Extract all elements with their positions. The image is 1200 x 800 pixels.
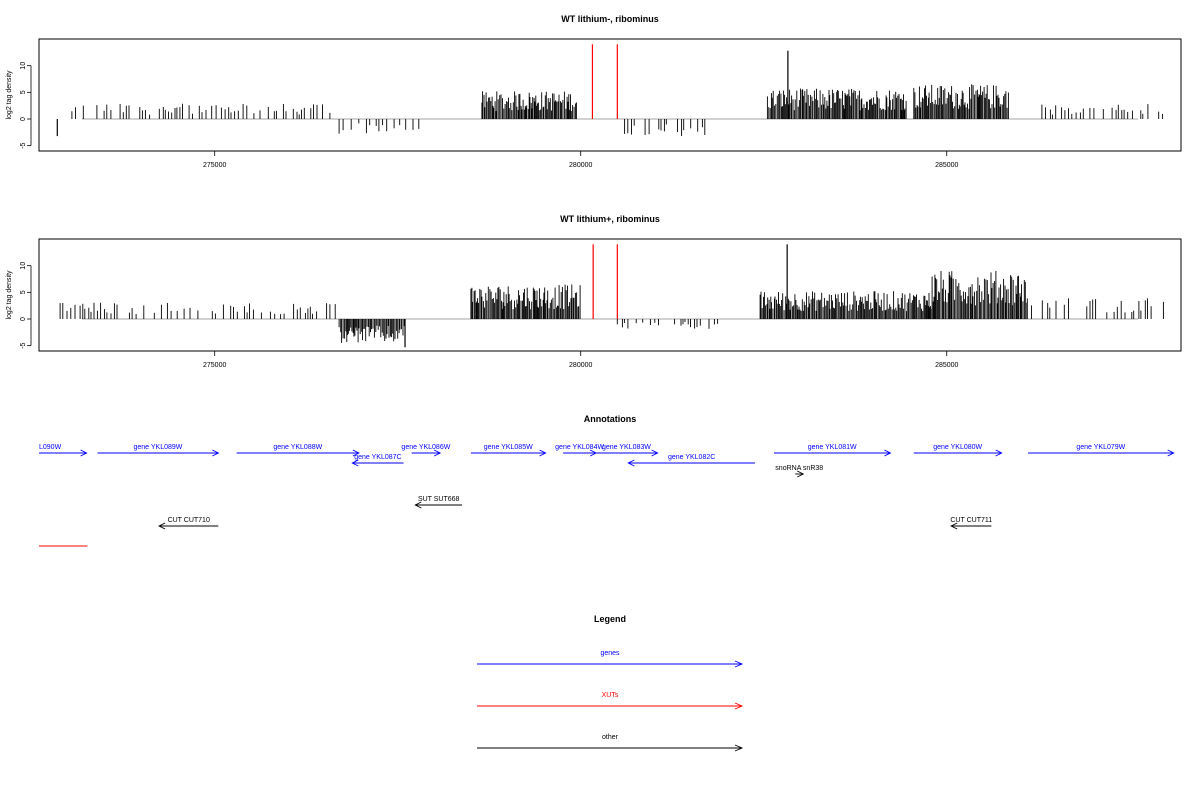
arrow-head [539,449,547,457]
feature-label: gene YKL079W [1076,444,1125,451]
arrow-head [158,522,166,530]
y-tick-label: 10 [20,262,27,270]
annotation-gene: gene YKL083W [595,444,659,457]
x-tick-label: 285000 [935,162,958,169]
legend: Legend genes XUTs other [477,614,744,752]
annotations-panel: Annotations L090W gene YKL089W gene YKL088… [39,414,1175,547]
feature-label: gene YKL080W [933,444,982,451]
annotation-gene: gene YKL082C [627,454,755,467]
arrow-head [351,459,359,467]
arrow-head [80,449,88,457]
legend-item-other: other [477,734,744,752]
y-tick-label: 10 [20,62,27,70]
arrow-head [734,702,744,710]
feature-label: gene YKL082C [668,454,715,461]
annotation-gene: gene YKL088W [236,444,360,457]
feature-label: gene YKL085W [484,444,533,451]
xut-markers [591,44,618,119]
arrow-head [414,501,422,509]
annotation-gene: gene YKL084W [555,444,604,457]
y-tick-label: 0 [20,117,27,121]
feature-label: L090W [39,444,62,451]
x-tick-label: 280000 [569,362,592,369]
plot-frame [38,38,1182,152]
track-lithium-minus: WT lithium-, ribominus -5 0 5 10 275000 2800… [6,14,1182,169]
x-tick-label: 275000 [203,362,226,369]
annotation-features: L090W gene YKL089W gene YKL088W gene YKL087… [39,444,1175,547]
feature-label: CUT CUT710 [168,517,210,524]
y-tick-label: 0 [20,317,27,321]
annotation-gene: gene YKL087C [351,454,404,467]
annotations-title: Annotations [584,414,637,424]
arrow-head [734,660,744,668]
annotation-other: CUT CUT711 [950,517,992,530]
xut-markers [592,244,618,319]
arrow-head [1167,449,1175,457]
x-axis: 275000 280000 285000 [203,151,959,169]
y-tick-label: 5 [20,290,27,294]
y-axis-label: log2 tag density [6,270,13,320]
legend-label: other [602,734,619,741]
arrow-head [651,449,659,457]
y-axis: -5 0 5 10 [20,62,32,149]
legend-label: genes [600,650,620,657]
track-title: WT lithium+, ribominus [560,214,660,224]
feature-label: gene YKL086W [401,444,450,451]
annotation-gene: gene YKL086W [401,444,451,457]
feature-label: gene YKL081W [808,444,857,451]
annotation-gene: gene YKL081W [773,444,892,457]
y-axis: -5 0 5 10 [20,262,32,349]
legend-label: XUTs [602,692,619,699]
y-tick-label: -5 [20,342,27,348]
annotation-gene: gene YKL080W [913,444,1003,457]
y-tick-label: -5 [20,142,27,148]
feature-label: SUT SUT668 [418,496,460,503]
y-tick-label: 5 [20,90,27,94]
annotation-other: snoRNA snR38 [775,465,823,478]
feature-label: gene YKL089W [133,444,182,451]
feature-label: snoRNA snR38 [775,465,823,472]
arrow-head [627,459,635,467]
arrow-head [433,449,442,457]
feature-label: CUT CUT711 [950,517,992,524]
track-lithium-plus: WT lithium+, ribominus -5 0 5 10 275000 2800… [6,214,1182,369]
arrow-head [884,449,892,457]
feature-label: gene YKL087C [354,454,401,461]
density-bars [59,244,1164,348]
x-tick-label: 285000 [935,362,958,369]
density-bars [56,50,1164,137]
annotation-gene: gene YKL085W [470,444,547,457]
legend-items: genes XUTs other [477,650,744,752]
arrow-head [950,522,958,530]
annotation-gene: gene YKL079W [1028,444,1175,457]
arrow-head [995,449,1003,457]
legend-item-genes: genes [477,650,744,668]
feature-label: gene YKL083W [602,444,651,451]
y-axis-label: log2 tag density [6,70,13,120]
annotation-gene: L090W [39,444,88,457]
arrow-head [797,470,805,478]
x-tick-label: 280000 [569,162,592,169]
legend-item-xuts: XUTs [477,692,744,710]
feature-label: gene YKL088W [273,444,322,451]
arrow-head [212,449,220,457]
annotation-other: SUT SUT668 [414,496,463,509]
arrow-head [352,449,360,457]
x-tick-label: 275000 [203,162,226,169]
feature-label: gene YKL084W [555,444,604,451]
track-title: WT lithium-, ribominus [561,14,659,24]
arrow-head [734,744,744,752]
legend-title: Legend [594,614,626,624]
annotation-other: CUT CUT710 [158,517,219,530]
plot-frame [38,238,1182,352]
x-axis: 275000 280000 285000 [203,351,959,369]
annotation-gene: gene YKL089W [97,444,220,457]
